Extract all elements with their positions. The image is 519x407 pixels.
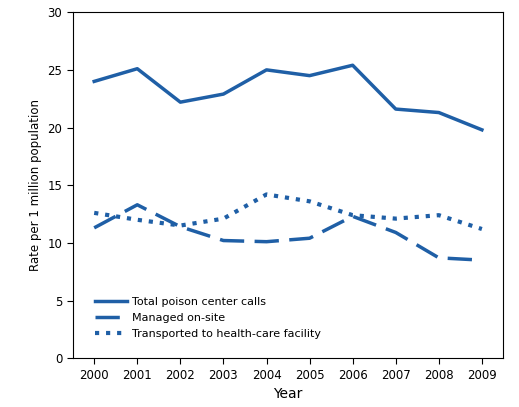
- Total poison center calls: [435, 110, 442, 115]
- Transported to health-care facility: [306, 199, 312, 204]
- Total poison center calls: [134, 66, 140, 71]
- Transported to health-care facility: [91, 210, 97, 215]
- Transported to health-care facility: [263, 192, 269, 197]
- Managed on-site: [435, 256, 442, 260]
- Transported to health-care facility: [435, 213, 442, 218]
- Legend: Total poison center calls, Managed on-site, Transported to health-care facility: Total poison center calls, Managed on-si…: [95, 297, 321, 339]
- Line: Transported to health-care facility: Transported to health-care facility: [94, 195, 482, 229]
- Managed on-site: [177, 224, 183, 229]
- Total poison center calls: [91, 79, 97, 84]
- Managed on-site: [392, 230, 399, 235]
- Y-axis label: Rate per 1 million population: Rate per 1 million population: [29, 99, 42, 271]
- Transported to health-care facility: [479, 227, 485, 232]
- Managed on-site: [91, 225, 97, 230]
- Total poison center calls: [479, 127, 485, 132]
- Transported to health-care facility: [134, 217, 140, 222]
- Managed on-site: [263, 239, 269, 244]
- Transported to health-care facility: [349, 213, 356, 218]
- Transported to health-care facility: [177, 223, 183, 228]
- Total poison center calls: [263, 68, 269, 72]
- Line: Managed on-site: Managed on-site: [94, 205, 482, 260]
- Total poison center calls: [392, 107, 399, 112]
- Managed on-site: [220, 238, 226, 243]
- Transported to health-care facility: [392, 216, 399, 221]
- Transported to health-care facility: [220, 216, 226, 221]
- Line: Total poison center calls: Total poison center calls: [94, 65, 482, 130]
- Managed on-site: [306, 236, 312, 241]
- Managed on-site: [349, 214, 356, 219]
- Total poison center calls: [220, 92, 226, 96]
- Total poison center calls: [349, 63, 356, 68]
- X-axis label: Year: Year: [274, 387, 303, 401]
- Managed on-site: [479, 258, 485, 263]
- Total poison center calls: [306, 73, 312, 78]
- Total poison center calls: [177, 100, 183, 105]
- Managed on-site: [134, 202, 140, 207]
